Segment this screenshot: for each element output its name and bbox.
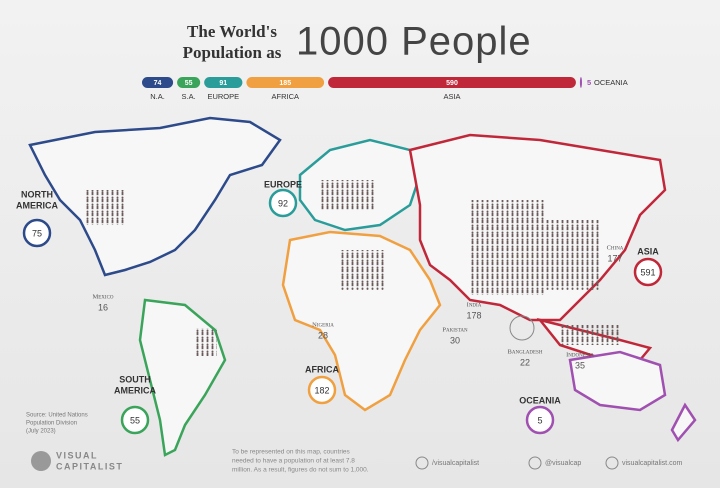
source: Source: United Nations xyxy=(26,413,88,419)
social-icon[interactable] xyxy=(605,456,619,470)
people-cluster xyxy=(470,200,545,295)
bar-value: 185 xyxy=(279,80,291,87)
social-handle: @visualcap xyxy=(545,460,581,467)
note: To be represented on this map, countries xyxy=(232,449,351,456)
people-cluster xyxy=(560,325,620,345)
bar-label: EUROPE xyxy=(207,92,239,101)
country-name: Pakistan xyxy=(442,326,468,333)
country-name: Indonesia xyxy=(566,351,594,358)
region-name: AMERICA xyxy=(114,385,156,395)
bar-segment xyxy=(204,77,243,88)
social-icon[interactable] xyxy=(528,456,542,470)
country-name: China xyxy=(607,244,624,251)
region-circle xyxy=(268,188,298,218)
title-line: Population as xyxy=(183,43,282,62)
bar-value: 91 xyxy=(219,80,227,87)
people-cluster xyxy=(195,328,217,356)
region-name: NORTH xyxy=(21,189,53,199)
country-value: 28 xyxy=(318,330,328,340)
region-value: 55 xyxy=(130,415,140,425)
country-value: 178 xyxy=(466,310,481,320)
country-value: 35 xyxy=(575,360,585,370)
region-circle xyxy=(633,257,663,287)
region-value: 5 xyxy=(537,415,542,425)
title-big: 1000 People xyxy=(296,20,532,64)
social-icon[interactable] xyxy=(415,456,429,470)
note: million. As a result, figures do not sum… xyxy=(232,467,369,474)
region-name: AFRICA xyxy=(305,364,339,374)
bar-segment xyxy=(328,77,576,88)
people-cluster xyxy=(320,180,375,210)
bangladesh-marker xyxy=(509,315,535,341)
labels: The World's Population as 1000 People 74 N.A… xyxy=(16,20,682,474)
bar-segment xyxy=(177,77,201,88)
region-circle xyxy=(22,218,52,248)
people-cluster xyxy=(545,220,600,290)
bar-segment xyxy=(579,77,582,88)
bar-value: 5 xyxy=(587,78,591,87)
bar-label: S.A. xyxy=(182,92,196,101)
region-value: 591 xyxy=(640,267,655,277)
country-name: Nigeria xyxy=(312,321,334,328)
country-value: 177 xyxy=(607,253,622,263)
country-name: Mexico xyxy=(92,293,113,300)
bar-value: 590 xyxy=(446,80,458,87)
region-name: SOUTH xyxy=(119,374,151,384)
source: Population Division xyxy=(26,421,77,427)
africa xyxy=(281,230,442,412)
country-value: 30 xyxy=(450,335,460,345)
bar-label: OCEANIA xyxy=(594,78,628,87)
logo-text: CAPITALIST xyxy=(56,461,123,471)
oceania xyxy=(568,350,667,412)
continents xyxy=(28,116,697,457)
note: needed to have a population of at least … xyxy=(232,458,355,465)
region-name: ASIA xyxy=(637,246,659,256)
country-name: Bangladesh xyxy=(508,348,543,355)
region-value: 75 xyxy=(32,228,42,238)
region-name: EUROPE xyxy=(264,179,302,189)
country-value: 16 xyxy=(98,302,108,312)
people-cluster xyxy=(340,250,385,290)
title-line: The World's xyxy=(187,22,277,41)
logo-text: VISUAL xyxy=(56,450,98,460)
north-america xyxy=(28,116,282,277)
region-name: AMERICA xyxy=(16,200,58,210)
new-zealand xyxy=(670,402,697,443)
social-handle: visualcapitalist.com xyxy=(622,460,682,467)
country-value: 22 xyxy=(520,357,530,367)
logo-mark xyxy=(31,451,51,471)
region-value: 182 xyxy=(314,385,329,395)
bar-label: N.A. xyxy=(150,92,165,101)
region-name: OCEANIA xyxy=(519,395,561,405)
bar-value: 74 xyxy=(154,80,162,87)
country-name: India xyxy=(467,301,482,308)
region-circle xyxy=(525,405,555,435)
region-value: 92 xyxy=(278,198,288,208)
region-circle xyxy=(120,405,150,435)
people-cluster xyxy=(85,190,125,225)
source: (July 2023) xyxy=(26,429,56,435)
bar-segment xyxy=(246,77,325,88)
bar-label: ASIA xyxy=(443,92,460,101)
bar-value: 55 xyxy=(185,80,193,87)
social-handle: /visualcapitalist xyxy=(432,460,479,467)
region-circle xyxy=(307,375,337,405)
bar-segment xyxy=(142,77,174,88)
bar-label: AFRICA xyxy=(271,92,299,101)
